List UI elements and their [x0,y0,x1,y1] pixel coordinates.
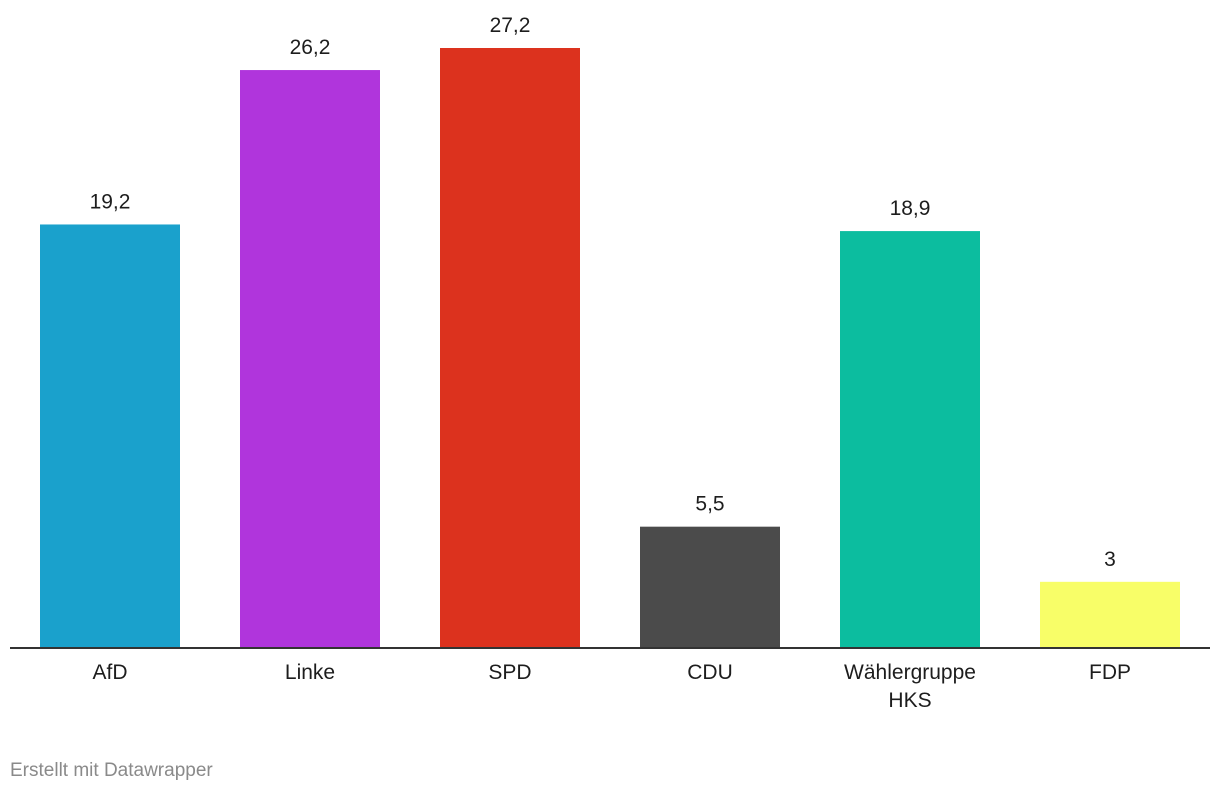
category-label-line: HKS [888,689,931,712]
category-label-2: SPD [488,661,531,684]
category-label-line: Wählergruppe [844,661,976,684]
bar-5 [1040,581,1180,648]
bar-1 [240,70,380,648]
footer-credit: Erstellt mit Datawrapper [10,760,213,781]
bar-3 [640,526,780,648]
category-label-1: Linke [285,661,335,684]
category-label-0: AfD [92,661,127,684]
value-label-2: 27,2 [490,14,531,37]
chart-canvas: 19,2 AfD 26,2 Linke 27,2 SPD 5,5 CDU 18,9 Wählerg… [10,14,1210,712]
category-label-line: CDU [687,661,733,684]
bar-0 [40,224,180,648]
value-label-1: 26,2 [290,36,331,59]
category-label-5: FDP [1089,661,1131,684]
value-label-5: 3 [1104,548,1116,571]
category-label-3: CDU [687,661,733,684]
value-label-4: 18,9 [890,197,931,220]
category-label-line: AfD [92,661,127,684]
bar-2 [440,48,580,648]
category-label-line: Linke [285,661,335,684]
category-label-line: FDP [1089,661,1131,684]
category-label-line: SPD [488,661,531,684]
value-label-3: 5,5 [695,493,724,516]
bar-4 [840,231,980,648]
value-label-0: 19,2 [90,190,131,213]
category-label-4: Wählergruppe HKS [844,661,976,712]
